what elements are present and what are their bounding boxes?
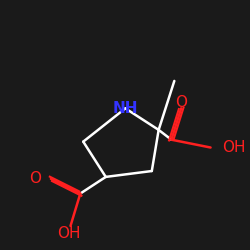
- Text: NH: NH: [112, 101, 138, 116]
- Text: OH: OH: [222, 140, 246, 155]
- Text: O: O: [175, 95, 187, 110]
- Text: O: O: [29, 171, 41, 186]
- Text: OH: OH: [57, 226, 80, 241]
